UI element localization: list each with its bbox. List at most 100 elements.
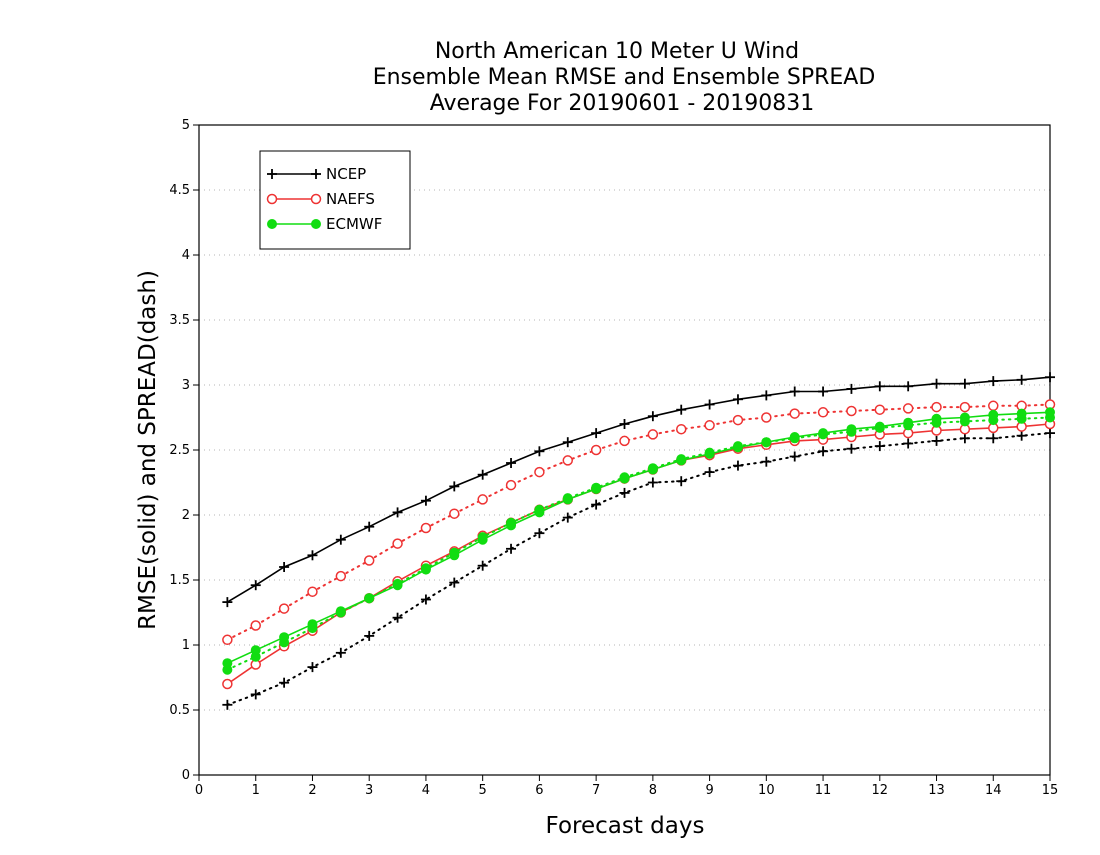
- ecmwf-rmse-point-0: [222, 658, 233, 669]
- x-tick-label-4: 4: [422, 783, 430, 798]
- ncep-spread-point-16: [676, 476, 687, 487]
- y-tick-label-3: 1.5: [169, 573, 190, 588]
- x-tick-label-14: 14: [985, 783, 1002, 798]
- ecmwf-rmse-point-26: [959, 412, 970, 423]
- legend-label-naefs: NAEFS: [326, 190, 375, 208]
- legend-item-naefs: NAEFS: [266, 190, 375, 208]
- ecmwf-rmse-point-22: [846, 424, 857, 435]
- ecmwf-rmse-point-12: [562, 494, 573, 505]
- ncep-rmse-point-0: [222, 597, 233, 608]
- x-tick-label-10: 10: [758, 783, 775, 798]
- ncep-spread-point-21: [818, 446, 829, 457]
- ncep-spread-point-15: [647, 477, 658, 488]
- naefs-spread-point-17: [704, 420, 715, 431]
- ncep-spread-point-22: [846, 443, 857, 454]
- ncep-spread-point-12: [562, 512, 573, 523]
- ncep-spread-point-7: [420, 594, 431, 605]
- legend-box: [259, 150, 411, 250]
- ecmwf-rmse-point-13: [591, 484, 602, 494]
- ecmwf-rmse-point-29: [1045, 407, 1055, 418]
- naefs-spread-point-18: [732, 414, 744, 426]
- title-line-3: Average For 20190601 - 20190831: [430, 91, 815, 116]
- naefs-spread-point-15: [647, 429, 659, 440]
- naefs-spread-point-27: [988, 400, 999, 412]
- ncep-spread-point-26: [959, 433, 970, 444]
- ecmwf-rmse-point-1: [250, 645, 261, 656]
- ecmwf-rmse-point-6: [392, 580, 403, 591]
- ncep-spread-point-17: [704, 467, 715, 478]
- ncep-rmse-point-20: [789, 386, 800, 397]
- legend-item-ecmwf: ECMWF: [267, 215, 382, 233]
- ncep-rmse-point-6: [392, 507, 403, 518]
- ncep-spread-point-0: [222, 699, 233, 710]
- ncep-rmse-point-15: [647, 411, 658, 422]
- ncep-spread-point-3: [307, 662, 318, 673]
- ecmwf-rmse-point-27: [988, 409, 999, 420]
- ncep-spread-point-11: [534, 528, 545, 539]
- series-ncep: [222, 372, 1055, 710]
- legend-marker-naefs-right: [310, 193, 322, 205]
- ncep-spread-point-24: [903, 438, 914, 449]
- ecmwf-rmse-point-24: [903, 417, 914, 428]
- naefs-spread-point-7: [420, 522, 432, 534]
- ecmwf-rmse-point-8: [449, 550, 460, 561]
- ncep-rmse-point-16: [676, 404, 687, 415]
- ncep-spread-point-1: [250, 689, 261, 700]
- ecmwf-rmse-point-20: [789, 432, 800, 442]
- ecmwf-rmse-point-28: [1016, 408, 1027, 419]
- naefs-spread-point-13: [590, 444, 602, 456]
- x-tick-label-12: 12: [872, 783, 889, 798]
- legend-marker-naefs-left: [266, 193, 278, 205]
- ncep-rmse-point-14: [619, 419, 630, 429]
- legend-marker-ncep-right: [311, 169, 321, 179]
- series-ecmwf: [222, 407, 1055, 675]
- y-tick-label-6: 3: [182, 378, 190, 393]
- y-tick-label-2: 1: [182, 638, 190, 653]
- ncep-rmse-point-21: [818, 386, 829, 397]
- naefs-spread-point-24: [902, 403, 914, 414]
- ncep-rmse-point-23: [874, 381, 885, 392]
- x-tick-label-7: 7: [592, 783, 600, 798]
- ncep-spread-point-14: [619, 487, 630, 498]
- ncep-spread-point-29: [1045, 428, 1055, 439]
- ecmwf-rmse-point-18: [732, 442, 743, 453]
- ncep-rmse-line: [226, 376, 1051, 603]
- ncep-spread-point-25: [931, 435, 942, 446]
- legend-marker-ecmwf-left: [267, 219, 277, 229]
- x-tick-label-2: 2: [308, 783, 316, 798]
- ncep-rmse-point-13: [591, 428, 602, 439]
- naefs-spread-point-10: [505, 479, 517, 491]
- naefs-rmse-point-0: [222, 678, 233, 690]
- ncep-spread-point-13: [591, 499, 602, 510]
- naefs-spread-point-26: [959, 401, 971, 413]
- ncep-spread-point-10: [506, 543, 517, 554]
- ncep-rmse-point-11: [534, 446, 545, 457]
- legend-item-ncep: NCEP: [267, 165, 366, 183]
- ncep-rmse-point-19: [761, 390, 772, 401]
- ncep-spread-point-18: [732, 460, 743, 471]
- ncep-spread-point-8: [449, 577, 460, 588]
- y-tick-label-5: 2.5: [169, 443, 190, 458]
- y-tick-label-4: 2: [182, 508, 190, 523]
- ncep-spread-point-23: [874, 441, 885, 452]
- ecmwf-rmse-point-15: [647, 464, 658, 475]
- y-tick-label-9: 4.5: [169, 183, 190, 198]
- naefs-rmse-line: [226, 423, 1051, 685]
- y-tick-label-1: 0.5: [169, 703, 190, 718]
- ecmwf-rmse-point-7: [420, 564, 431, 575]
- x-tick-label-1: 1: [252, 783, 260, 798]
- axes: 00.511.522.533.544.550 1 2 3 4 5 6 7 8 9 10 11 12 13 1…: [169, 118, 1058, 798]
- ncep-spread-point-5: [364, 630, 375, 641]
- ncep-rmse-point-8: [449, 481, 460, 492]
- ecmwf-rmse-point-2: [279, 632, 290, 643]
- ncep-rmse-point-2: [279, 562, 290, 572]
- ncep-spread-point-9: [477, 560, 488, 571]
- ncep-rmse-point-12: [562, 437, 573, 448]
- ncep-rmse-point-25: [931, 378, 942, 389]
- ncep-rmse-point-24: [903, 381, 914, 392]
- ecmwf-rmse-point-4: [335, 606, 346, 617]
- legend: NCEP NAEFS ECMWF: [259, 150, 411, 250]
- naefs-spread-point-8: [449, 508, 460, 519]
- x-tick-label-3: 3: [365, 783, 373, 798]
